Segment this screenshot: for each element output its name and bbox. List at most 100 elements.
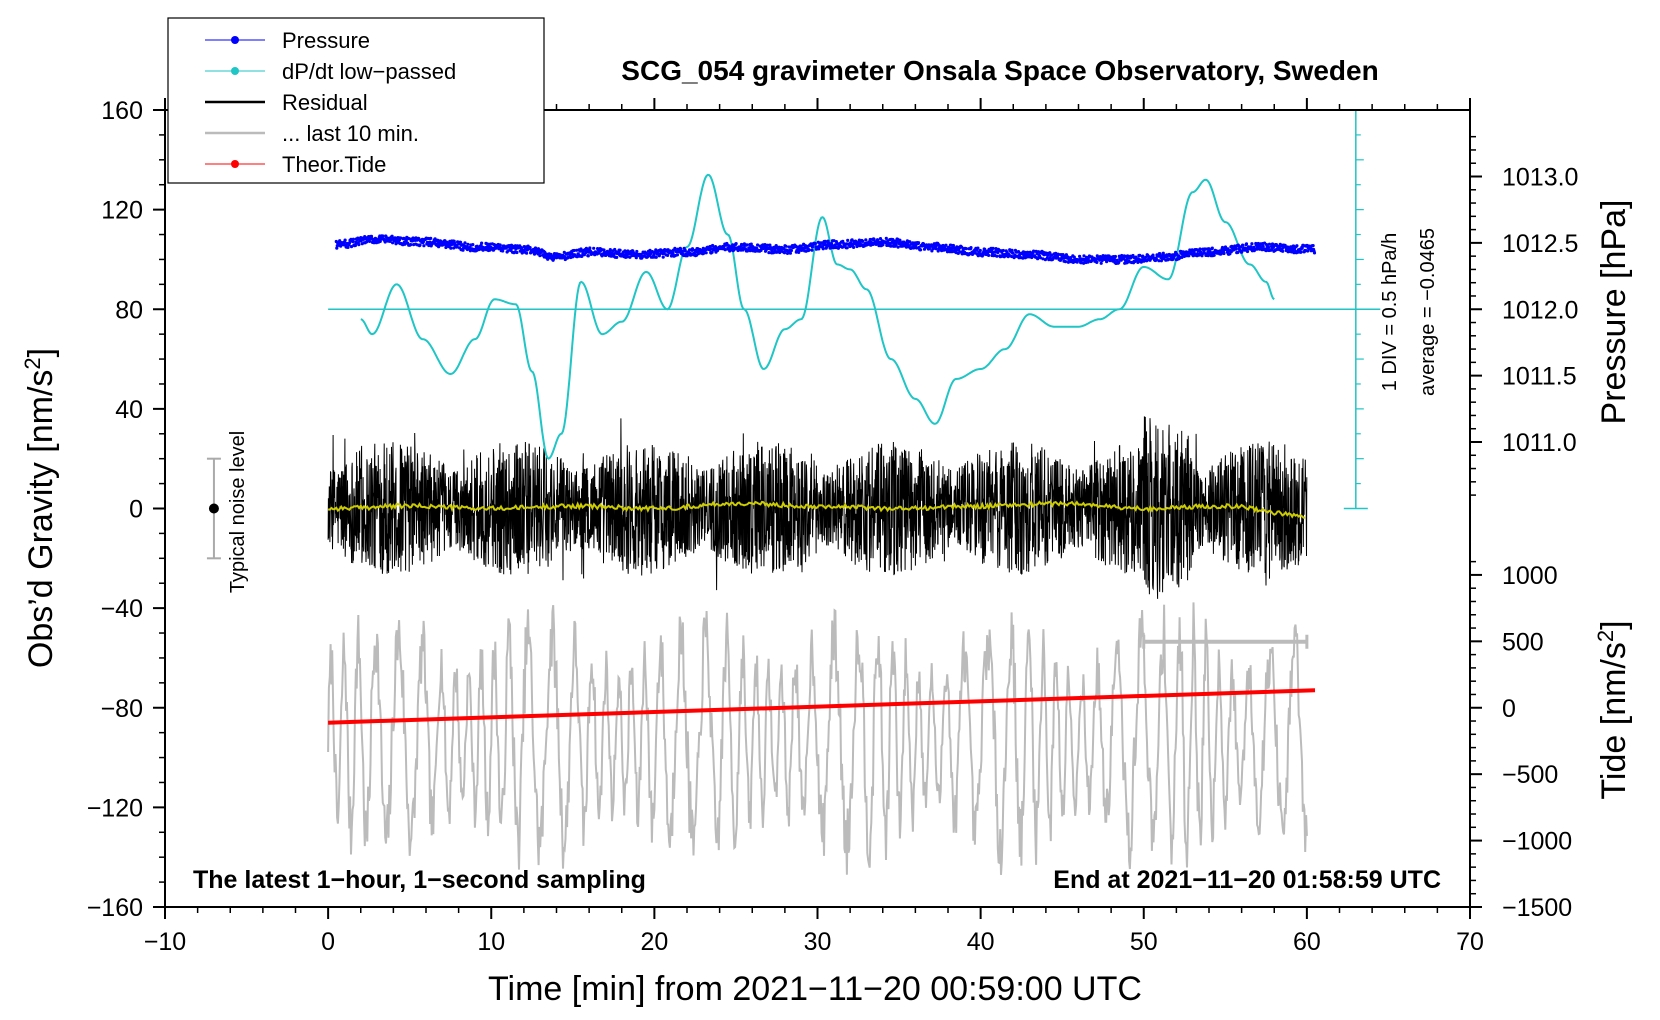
- pressure-point: [1241, 243, 1245, 247]
- pressure-point: [618, 248, 622, 252]
- pressure-point: [1095, 260, 1099, 264]
- pressure-point: [881, 243, 885, 247]
- pressure-point: [978, 248, 982, 253]
- pressure-point: [1210, 246, 1214, 250]
- x-tick-label: 20: [640, 928, 668, 956]
- legend-label: dP/dt low−passed: [282, 59, 456, 84]
- pressure-point: [1010, 248, 1014, 252]
- pressure-point: [471, 243, 475, 247]
- pressure-point: [1136, 257, 1140, 261]
- pressure-point: [917, 241, 921, 245]
- pressure-point: [898, 238, 902, 243]
- pressure-point: [422, 244, 426, 248]
- legend-swatch-marker: [231, 160, 239, 168]
- pressure-point: [1299, 250, 1303, 254]
- pressure-point: [731, 243, 735, 247]
- last-10-min-line: [327, 602, 1308, 875]
- pressure-point: [951, 243, 956, 248]
- x-tick-label: 60: [1293, 928, 1321, 956]
- x-tick-label: 0: [321, 928, 335, 956]
- tide-tick-label: 1000: [1502, 562, 1558, 590]
- legend-swatch-marker: [231, 67, 239, 75]
- y-tick-label: 120: [101, 197, 143, 225]
- pressure-point: [955, 245, 959, 249]
- pressure-point: [1072, 255, 1076, 259]
- pressure-point: [1212, 253, 1216, 257]
- pressure-point: [1078, 254, 1082, 258]
- pressure-point: [864, 238, 868, 242]
- pressure-point: [409, 243, 413, 247]
- pressure-point: [1281, 249, 1285, 253]
- pressure-point: [723, 248, 727, 252]
- pressure-point: [1007, 253, 1011, 257]
- pressure-point: [987, 253, 991, 257]
- pressure-point: [825, 245, 829, 249]
- tide-tick-label: −1000: [1502, 828, 1572, 856]
- pressure-point: [1250, 242, 1254, 246]
- pressure-point: [404, 239, 408, 243]
- pressure-tick-label: 1012.0: [1502, 296, 1578, 324]
- pressure-point: [1244, 242, 1249, 246]
- pressure-point: [459, 240, 463, 244]
- tide-tick-label: −1500: [1502, 894, 1572, 922]
- pressure-point: [1161, 251, 1165, 255]
- pressure-point: [466, 242, 470, 246]
- x-tick-label: 40: [967, 928, 995, 956]
- pressure-point: [788, 251, 793, 255]
- pressure-point: [1234, 247, 1238, 251]
- pressure-point: [538, 254, 542, 258]
- pressure-point: [690, 247, 695, 251]
- pressure-point: [1306, 249, 1310, 253]
- pressure-point: [399, 236, 403, 240]
- legend-label: Pressure: [282, 28, 370, 53]
- pressure-point: [455, 245, 459, 249]
- pressure-point: [625, 255, 630, 259]
- pressure-point: [927, 247, 932, 251]
- theor-tide-series: [328, 688, 1316, 725]
- pressure-point: [1138, 253, 1142, 257]
- pressure-point: [846, 238, 850, 242]
- pressure-point: [969, 246, 973, 250]
- pressure-point: [1100, 258, 1104, 263]
- pressure-point: [1198, 247, 1202, 251]
- pressure-tick-label: 1011.5: [1502, 363, 1577, 391]
- last-10-min-series: [327, 602, 1308, 875]
- dpdt-line: [360, 173, 1275, 460]
- pressure-point: [580, 254, 584, 258]
- pressure-point: [1032, 249, 1036, 253]
- pressure-point: [915, 246, 919, 250]
- noise-bar-point: [208, 503, 219, 514]
- pressure-point: [1197, 253, 1201, 257]
- pressure-point: [675, 253, 680, 257]
- pressure-point: [634, 256, 638, 260]
- sampling-note: The latest 1−hour, 1−second sampling: [193, 866, 646, 894]
- pressure-point: [813, 242, 818, 246]
- y-tick-label: 160: [101, 97, 143, 125]
- pressure-point: [852, 245, 856, 249]
- y-tick-label: 80: [115, 296, 143, 324]
- pressure-point: [346, 245, 350, 249]
- y-tick-label: −160: [87, 894, 143, 922]
- noise-level-label: Typical noise level: [227, 431, 249, 593]
- pressure-point: [995, 254, 999, 258]
- pressure-point: [696, 252, 701, 256]
- pressure-point: [1144, 255, 1148, 259]
- pressure-point: [981, 253, 985, 257]
- pressure-point: [525, 251, 529, 255]
- pressure-point: [1295, 244, 1299, 248]
- pressure-point: [635, 249, 639, 254]
- pressure-point: [832, 239, 836, 243]
- pressure-point: [1141, 254, 1145, 258]
- x-tick-label: 30: [804, 928, 832, 956]
- pressure-point: [896, 245, 900, 249]
- pressure-point: [1131, 253, 1135, 258]
- pressure-point: [1245, 249, 1250, 254]
- pressure-point: [1311, 244, 1315, 248]
- pressure-point: [922, 247, 927, 251]
- pressure-point: [1057, 252, 1061, 257]
- pressure-point: [338, 239, 342, 243]
- pressure-point: [861, 239, 865, 243]
- pressure-point: [1187, 254, 1191, 258]
- pressure-tick-label: 1011.0: [1502, 429, 1577, 457]
- pressure-point: [683, 248, 687, 252]
